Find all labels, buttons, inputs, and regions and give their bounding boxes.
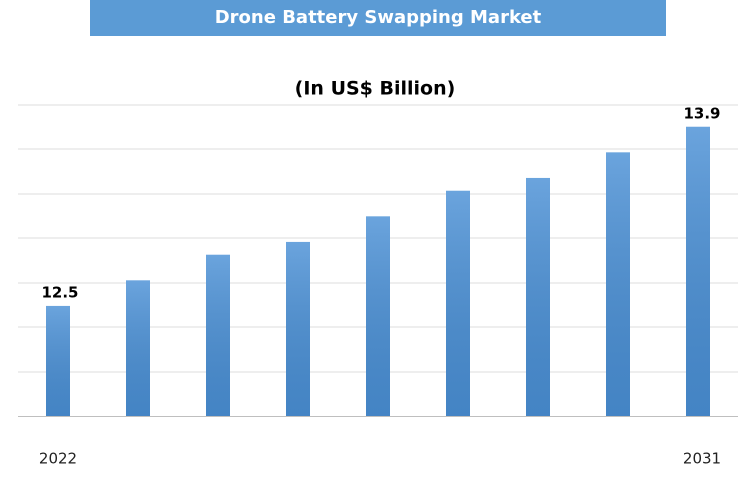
bar-shade [526, 177, 550, 416]
bar-shade [366, 216, 390, 416]
data-label: 13.9 [683, 104, 720, 122]
x-tick-label: 2031 [683, 450, 721, 468]
bar-shade [286, 241, 310, 416]
data-label: 12.5 [41, 283, 78, 301]
bar-shade [206, 254, 230, 416]
title-banner [90, 0, 666, 36]
bar-shade [606, 152, 630, 416]
chart-title: Drone Battery Swapping Market [215, 7, 542, 28]
bar-shade [46, 305, 70, 416]
chart-subtitle: (In US$ Billion) [295, 78, 456, 100]
bar-shade [686, 126, 710, 416]
bar-shade [446, 190, 470, 416]
bar-shade [126, 280, 150, 416]
x-tick-label: 2022 [39, 450, 77, 468]
